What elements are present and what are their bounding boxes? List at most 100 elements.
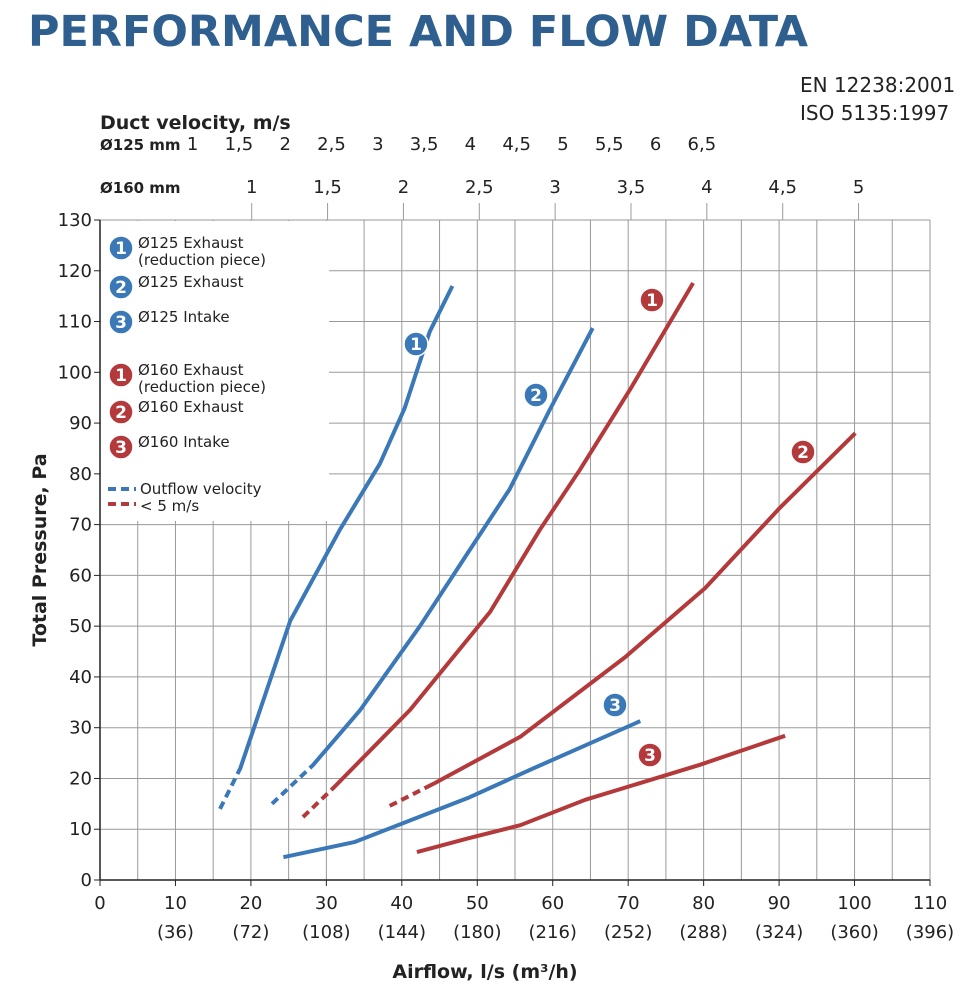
series-line [301,281,695,819]
y-tick-label: 130 [58,210,92,231]
x-tick-label: 60 [541,893,564,914]
x-tick-label: 30 [315,893,338,914]
legend-badge-label: 3 [115,313,127,333]
series-line [416,733,786,855]
top-tick-label: 4,5 [502,134,531,155]
y-tick-label: 60 [69,565,92,586]
x-tick-sublabel: (144) [378,922,426,943]
top-tick-label: 6,5 [688,134,717,155]
x-tick-label: 110 [913,893,947,914]
top-tick-label: 3 [549,177,560,198]
top-axis-label: Ø160 mm [100,179,181,197]
top-tick-label: 4 [701,177,712,198]
y-tick-label: 90 [69,413,92,434]
legend-badge-label: 2 [115,403,127,423]
top-axis-title: Duct velocity, m/s [100,112,291,134]
x-tick-label: 40 [390,893,413,914]
top-tick-label: 1,5 [313,177,342,198]
legend-label: Ø125 Intake [138,308,230,326]
series-line [388,431,857,808]
top-tick-label: 2,5 [465,177,494,198]
standard: ISO 5135:1997 [800,101,949,125]
legend-label: Ø125 Exhaust (reduction piece) [138,234,266,269]
y-tick-label: 40 [69,667,92,688]
legend-badge-label: 3 [115,438,127,458]
top-tick-label: 1,5 [225,134,254,155]
top-tick-label: 6 [650,134,661,155]
top-tick-label: 4 [465,134,476,155]
y-tick-label: 100 [58,362,92,383]
top-tick-label: 5,5 [595,134,624,155]
x-tick-label: 50 [466,893,489,914]
y-tick-label: 50 [69,616,92,637]
curve-badge-label: 2 [530,386,542,406]
x-tick-sublabel: (324) [755,922,803,943]
legend-badge-label: 1 [115,366,127,386]
x-tick-label: 20 [239,893,262,914]
legend-label: Ø160 Exhaust (reduction piece) [138,361,266,396]
y-tick-label: 110 [58,312,92,333]
y-tick-label: 80 [69,464,92,485]
x-tick-sublabel: (108) [302,922,350,943]
legend-label: Outflow velocity < 5 m/s [140,480,262,515]
x-tick-sublabel: (288) [679,922,727,943]
legend-label: Ø160 Exhaust [138,398,244,416]
y-tick-label: 20 [69,768,92,789]
series-line [270,327,595,806]
curve-badge [637,742,663,768]
curve-badge-label: 2 [797,443,809,463]
legend-badge [108,434,134,460]
top-axis-label: Ø125 mm [100,136,181,154]
curve-badge [639,287,665,313]
y-tick-label: 70 [69,515,92,536]
legend-badge-label: 1 [115,239,127,259]
top-tick-label: 1 [246,177,257,198]
top-tick-label: 2 [398,177,409,198]
top-tick-label: 2,5 [317,134,346,155]
legend-box [101,221,329,521]
y-tick-label: 0 [81,870,92,891]
x-tick-label: 100 [837,893,871,914]
legend-badge [108,309,134,335]
x-tick-sublabel: (252) [604,922,652,943]
top-tick-label: 5 [557,134,568,155]
x-axis-label: Airflow, l/s (m³/h) [392,961,577,983]
curve-badge-label: 3 [609,696,621,716]
x-tick-label: 80 [692,893,715,914]
y-axis-label: Total Pressure, Pa [29,453,51,646]
series-line [282,719,642,860]
x-tick-sublabel: (180) [453,922,501,943]
x-tick-label: 0 [94,893,105,914]
top-tick-label: 1 [187,134,198,155]
x-tick-sublabel: (72) [232,922,269,943]
legend-label: Ø160 Intake [138,433,230,451]
legend-badge-label: 2 [115,278,127,298]
curve-badge [403,331,429,357]
x-tick-sublabel: (360) [830,922,878,943]
legend-badge [108,399,134,425]
x-tick-label: 70 [617,893,640,914]
standard: EN 12238:2001 [800,73,955,97]
curve-badge [523,382,549,408]
top-tick-label: 3,5 [617,177,646,198]
curve-badge-label: 1 [646,291,658,311]
x-tick-sublabel: (36) [157,922,194,943]
x-tick-sublabel: (396) [906,922,954,943]
chart-title: PERFORMANCE AND FLOW DATA [28,7,809,57]
curve-badge-label: 3 [644,746,656,766]
legend-badge [108,235,134,261]
x-tick-sublabel: (216) [529,922,577,943]
top-tick-label: 5 [853,177,864,198]
top-tick-label: 3 [372,134,383,155]
x-tick-label: 10 [164,893,187,914]
curve-badge [602,692,628,718]
top-tick-label: 3,5 [410,134,439,155]
legend-badge [108,362,134,388]
top-tick-label: 4,5 [768,177,797,198]
legend-badge [108,274,134,300]
y-tick-label: 120 [58,261,92,282]
top-tick-label: 2 [279,134,290,155]
x-tick-label: 90 [768,893,791,914]
